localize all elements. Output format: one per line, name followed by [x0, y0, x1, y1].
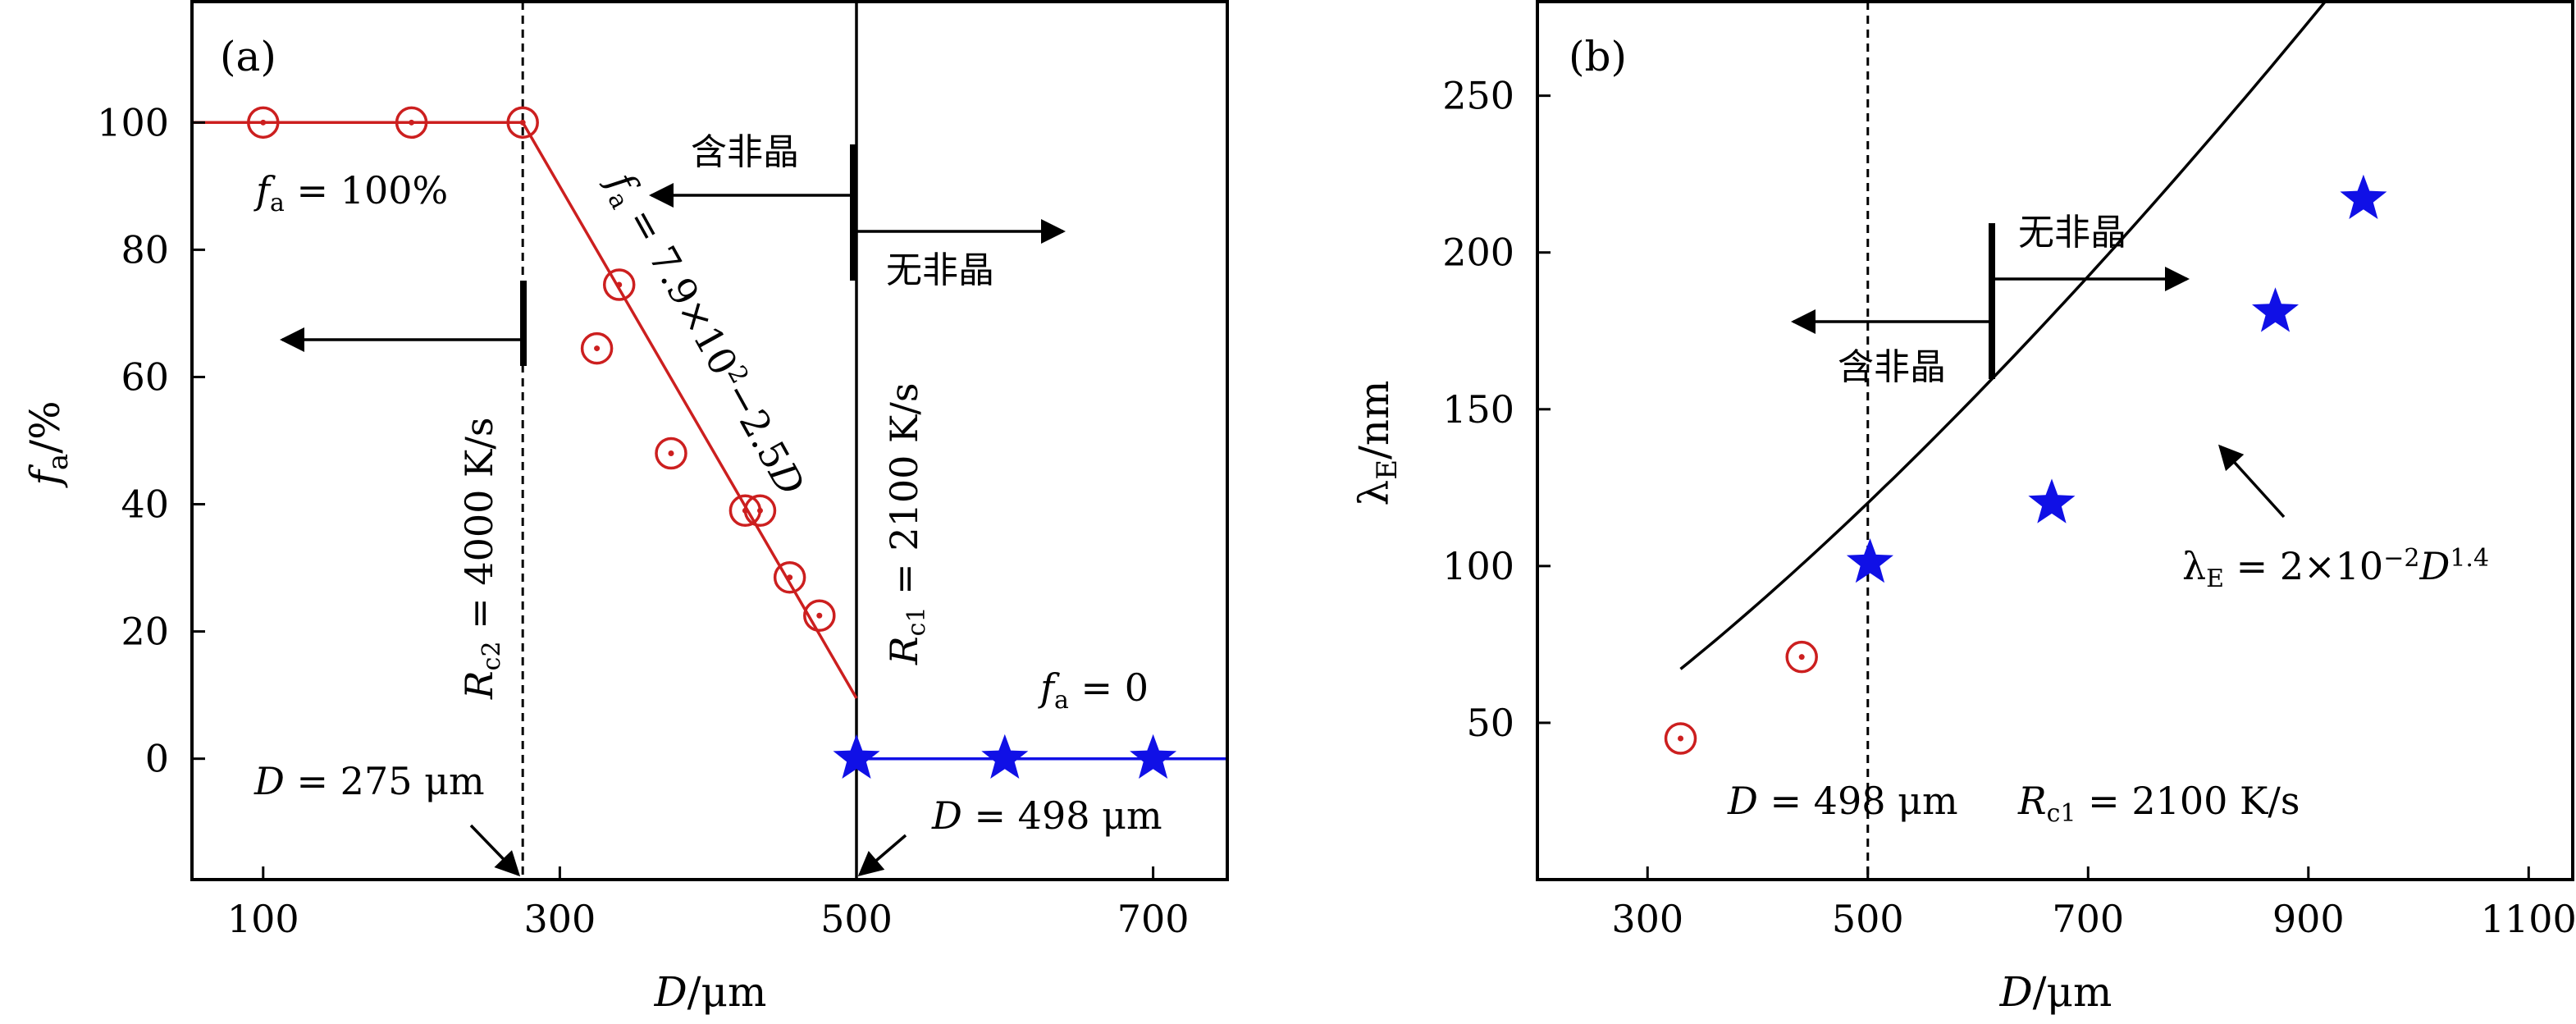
panel-a-frame [190, 0, 1229, 881]
panel-a-circle-point [395, 106, 428, 139]
panel-b-no-amorphous-label: 无非晶 [2018, 212, 2126, 254]
panel-a-ylabel: fa/% [21, 400, 75, 488]
panel-a-ytick-label: 40 [121, 482, 169, 527]
panel-a-xtick-label: 100 [227, 897, 299, 941]
panel-b-xtick-label: 900 [2272, 897, 2345, 941]
panel-a-circle-point [580, 331, 614, 365]
panel-b-ytick-label: 50 [1466, 701, 1514, 745]
panel-a-circle-point [247, 106, 280, 139]
panel-b: 300 500 700 900 1100 50 100 150 200 250 (b) λE/nm… [1350, 0, 2576, 1016]
panel-b-xlabel: D/μm [1999, 968, 2112, 1016]
panel-a-star-point [1130, 734, 1177, 779]
panel-a-fa0-label: fa = 0 [1038, 665, 1149, 715]
panel-a-xtick-label: 500 [820, 897, 893, 941]
panel-a: 100 300 500 700 0 20 40 60 80 100 (a) fa/% D/μm f… [21, 0, 1229, 1016]
panel-b-label: (b) [1569, 33, 1627, 80]
panel-b-ytick-label: 250 [1442, 74, 1514, 118]
panel-b-ytick-label: 200 [1442, 231, 1514, 275]
panel-a-ytick-label: 60 [121, 354, 169, 399]
panel-a-xtick-label: 700 [1117, 897, 1190, 941]
panel-b-plot-layer: 300 500 700 900 1100 50 100 150 200 250 [1442, 0, 2576, 941]
panel-b-circle-point [1785, 640, 1818, 674]
panel-b-ytick-label: 150 [1442, 387, 1514, 432]
panel-b-fit-curve [1679, 0, 2329, 670]
panel-a-fa100-label: fa = 100% [253, 168, 448, 217]
panel-a-ytick-label: 80 [121, 227, 169, 272]
panel-a-rc2-label: Rc2 = 4000 K/s [457, 418, 506, 700]
panel-b-ylabel: λE/nm [1350, 381, 1404, 506]
panel-a-ytick-label: 0 [145, 737, 169, 781]
panel-a-plot-layer: 100 300 500 700 0 20 40 60 80 100 [97, 2, 1227, 941]
panel-b-xtick-label: 1100 [2481, 897, 2576, 941]
panel-a-d275-arrow [469, 824, 521, 877]
panel-b-star-point [2252, 287, 2299, 332]
panel-a-circle-point [773, 560, 806, 594]
panel-b-circle-point [1664, 722, 1697, 755]
panel-b-contain-amorphous-label: 含非晶 [1838, 346, 1946, 388]
panel-a-circle-point [743, 494, 777, 528]
panel-a-circle-point [655, 437, 687, 470]
panel-a-fit-equation: fa = 7.9×102−2.5D [594, 163, 814, 505]
panel-a-ytick-label: 100 [97, 100, 169, 144]
panel-b-star-point [2028, 478, 2076, 523]
panel-a-d275-label: D = 275 μm [253, 759, 485, 803]
panel-a-ytick-label: 20 [121, 610, 169, 654]
panel-a-star-point [833, 734, 880, 779]
panel-b-xtick-label: 300 [1611, 897, 1683, 941]
panel-a-no-amorphous-label: 无非晶 [886, 249, 994, 291]
panel-a-circle-point [506, 106, 539, 139]
panel-b-star-point [1846, 538, 1893, 583]
panel-a-contain-amorphous-label: 含非晶 [691, 131, 799, 173]
panel-a-d498-arrow [857, 834, 907, 876]
panel-b-fit-equation: λE = 2×10−2D1.4 [2182, 544, 2489, 593]
panel-b-d498-label: D = 498 μm [1727, 779, 1958, 823]
panel-b-xtick-label: 700 [2052, 897, 2124, 941]
panel-a-d498-label: D = 498 μm [931, 793, 1162, 838]
panel-b-star-point [2340, 174, 2387, 219]
panel-a-rc1-label: Rc1 = 2100 K/s [882, 383, 931, 665]
panel-a-xtick-label: 300 [523, 897, 596, 941]
panel-a-circle-point [602, 268, 636, 301]
panel-a-circle-point [803, 599, 836, 632]
panel-b-xtick-label: 500 [1832, 897, 1904, 941]
panel-a-star-point [981, 734, 1029, 779]
panel-b-ytick-label: 100 [1442, 544, 1514, 588]
panel-b-frame [1536, 0, 2574, 881]
panel-b-fit-arrow [2217, 444, 2286, 519]
panel-a-label: (a) [220, 33, 276, 80]
panel-a-xlabel: D/μm [654, 968, 767, 1016]
panel-b-rc1-label: Rc1 = 2100 K/s [2017, 779, 2300, 828]
